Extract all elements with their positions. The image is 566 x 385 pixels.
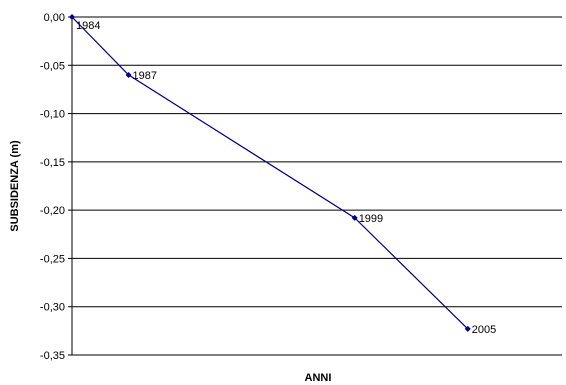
x-axis-title: ANNI [305,372,332,384]
y-tick-label: -0,15 [40,157,65,169]
series-line [71,16,469,330]
data-point-marker [125,71,132,78]
y-tick-label: -0,30 [40,302,65,314]
gridlines [72,64,562,308]
axes [68,16,562,356]
point-labels: 1984 1987 1999 2005 [76,20,496,336]
y-tick-labels: 0,00 -0,05 -0,10 -0,15 -0,20 -0,25 -0,30 -0,35 [40,12,65,362]
data-point-marker [69,14,75,20]
data-point-label: 1999 [359,213,383,225]
y-tick-label: -0,25 [40,253,65,265]
data-point-label: 1984 [76,20,100,32]
y-axis-title: SUBSIDENZA (m) [9,140,21,232]
y-tick-label: -0,05 [40,60,65,72]
data-point-label: 1987 [133,70,157,82]
y-tick-label: -0,10 [40,109,65,121]
data-point-label: 2005 [472,324,496,336]
series [69,14,471,332]
y-tick-label: -0,35 [40,350,65,362]
data-point-marker [464,325,471,332]
y-tick-label: 0,00 [44,12,65,24]
y-tick-label: -0,20 [40,205,65,217]
data-point-marker [351,214,358,221]
